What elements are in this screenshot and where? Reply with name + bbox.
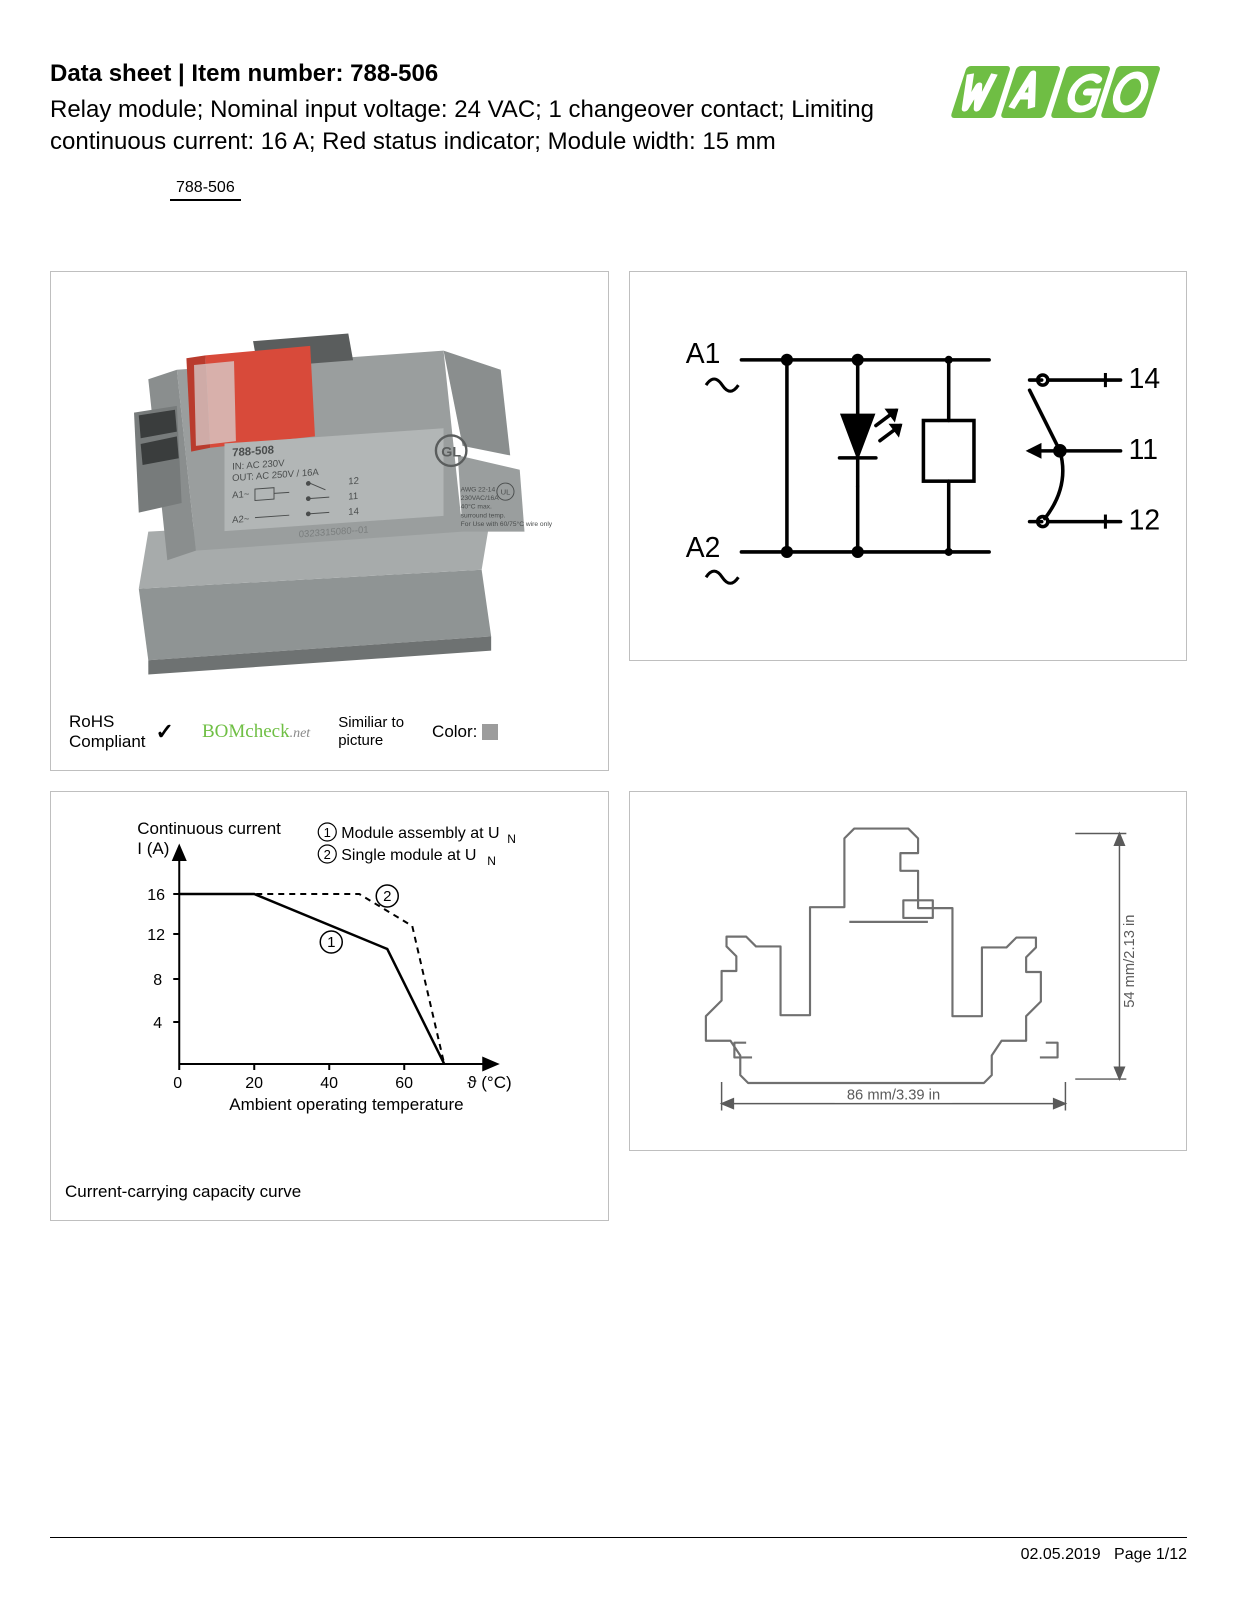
schematic-panel: A1 A2 14 11 12 [629, 271, 1188, 661]
circuit-schematic: A1 A2 14 11 12 [642, 284, 1175, 648]
derating-chart: 16 12 8 4 0 20 40 60 1 2 [63, 804, 596, 1134]
gl-mark: GL [441, 444, 461, 460]
color-swatch [482, 724, 498, 740]
svg-text:8: 8 [153, 972, 162, 989]
panel-grid: GL 788-508 IN: AC 230V OUT: AC 250V / 16… [50, 271, 1187, 1221]
page-header: Data sheet | Item number: 788-506 Relay … [50, 60, 1187, 201]
svg-text:UL: UL [501, 487, 511, 496]
a1-terminal: A1 [685, 337, 720, 369]
info-3: 40°C max. [461, 503, 492, 511]
legend-2: Single module at U [341, 847, 476, 864]
dimension-panel: 86 mm/3.39 in 86 mm/3.39 in 54 mm/2.13 i… [629, 791, 1188, 1151]
datasheet-description: Relay module; Nominal input voltage: 24 … [50, 94, 927, 159]
svg-text:4: 4 [153, 1015, 162, 1032]
wago-logo [927, 60, 1187, 124]
a2-label: A2~ [232, 514, 250, 526]
svg-text:0: 0 [173, 1075, 182, 1092]
chart-panel: 16 12 8 4 0 20 40 60 1 2 [50, 791, 609, 1221]
svg-text:12: 12 [147, 927, 165, 944]
width-dim2: 86 mm/3.39 in [846, 1087, 939, 1103]
color-indicator: Color: [432, 722, 498, 742]
product-image-panel: GL 788-508 IN: AC 230V OUT: AC 250V / 16… [50, 271, 609, 771]
rohs-top: RoHS [69, 712, 146, 732]
t12-terminal: 12 [1128, 503, 1159, 535]
svg-text:1: 1 [324, 825, 331, 840]
t11-terminal: 11 [1128, 433, 1157, 465]
chart-xunit: ϑ (°C) [467, 1073, 511, 1092]
similar-top: Similiar to [338, 714, 404, 732]
svg-text:N: N [487, 854, 496, 868]
height-dim: 54 mm/2.13 in [1122, 914, 1138, 1007]
item-number: 788-506 [350, 60, 438, 87]
svg-text:1: 1 [327, 934, 335, 951]
color-label: Color: [432, 722, 477, 741]
chart-caption: Current-carrying capacity curve [65, 1182, 301, 1202]
item-badge: 788-506 [170, 177, 241, 201]
info-1: AWG 22-14 [461, 486, 496, 493]
similar-note: Similiar to picture [338, 714, 404, 750]
title-prefix: Data sheet | Item number: [50, 60, 350, 87]
svg-text:20: 20 [245, 1075, 263, 1092]
svg-text:2: 2 [324, 847, 331, 862]
svg-text:N: N [507, 832, 516, 846]
chart-xlabel: Ambient operating temperature [229, 1095, 463, 1114]
t14-label: 14 [348, 506, 359, 518]
t14-terminal: 14 [1128, 362, 1159, 394]
product-render: GL 788-508 IN: AC 230V OUT: AC 250V / 16… [63, 284, 596, 684]
legend-1: Module assembly at U [341, 825, 499, 842]
bomcheck-text: BOMcheck [202, 721, 290, 742]
bomcheck-suffix: .net [290, 726, 311, 741]
dimension-drawing: 86 mm/3.39 in 86 mm/3.39 in 54 mm/2.13 i… [642, 804, 1175, 1138]
header-text: Data sheet | Item number: 788-506 Relay … [50, 60, 927, 201]
page-footer: 02.05.2019 Page 1/12 [50, 1537, 1187, 1564]
a1-label: A1~ [232, 489, 250, 501]
rohs-compliant: RoHS Compliant ✓ [69, 712, 174, 752]
chart-ytitle-2: I (A) [137, 839, 169, 858]
info-4: surround temp. [461, 512, 506, 519]
footer-date: 02.05.2019 [1021, 1546, 1101, 1563]
compliance-row: RoHS Compliant ✓ BOMcheck.net Similiar t… [69, 712, 590, 752]
datasheet-title: Data sheet | Item number: 788-506 [50, 60, 927, 88]
chart-ytitle-1: Continuous current [137, 819, 281, 838]
rohs-bottom: Compliant [69, 732, 146, 752]
footer-page: Page 1/12 [1114, 1546, 1187, 1563]
a2-terminal: A2 [685, 531, 720, 563]
bomcheck-logo: BOMcheck.net [202, 721, 310, 743]
check-icon: ✓ [156, 719, 174, 745]
t11-label: 11 [348, 491, 358, 503]
info-2: 230VAC/16A [461, 495, 500, 502]
t12-label: 12 [348, 475, 359, 487]
svg-text:2: 2 [383, 888, 391, 905]
info-5: For Use with 60/75°C wire only [461, 520, 553, 528]
svg-text:60: 60 [395, 1075, 413, 1092]
svg-text:16: 16 [147, 887, 165, 904]
svg-text:40: 40 [320, 1075, 338, 1092]
similar-bottom: picture [338, 732, 404, 750]
